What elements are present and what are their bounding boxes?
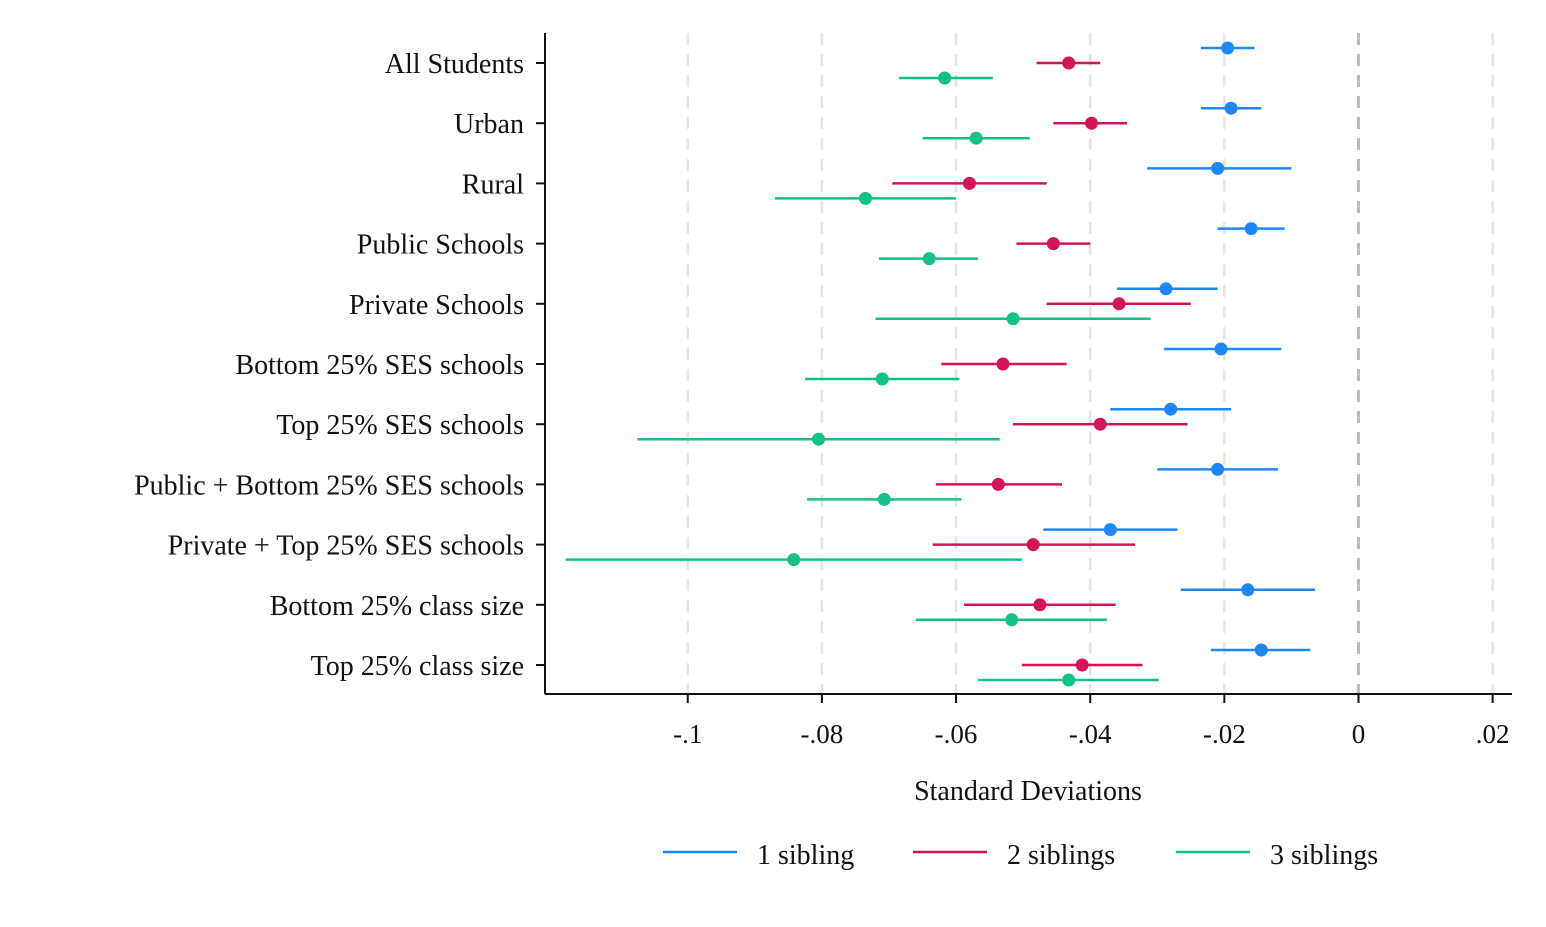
coefficient-point (1244, 222, 1258, 236)
coefficient-point (1006, 312, 1020, 326)
x-axis-title: Standard Deviations (914, 776, 1142, 807)
coefficient-point (1164, 402, 1178, 416)
coefficient-point (877, 492, 891, 506)
x-tick-label: .02 (1476, 719, 1510, 749)
coefficient-point (1241, 583, 1255, 597)
legend-label: 2 siblings (1007, 840, 1115, 871)
coefficient-point (1005, 613, 1019, 627)
coefficient-point (812, 432, 826, 446)
coefficient-point (1224, 101, 1238, 115)
coefficient-point (938, 71, 952, 85)
x-tick-label: 0 (1352, 719, 1366, 749)
coefficient-point (1046, 237, 1060, 251)
y-tick-label: Bottom 25% class size (270, 591, 524, 622)
coefficient-point (1062, 56, 1076, 70)
x-tick-label: -.1 (673, 719, 702, 749)
legend: 1 sibling 2 siblings 3 siblings (663, 840, 1378, 871)
coefficient-point (1103, 523, 1117, 537)
coefficient-point (1221, 41, 1235, 55)
coefficient-point (1085, 116, 1099, 130)
y-tick-label: All Students (385, 49, 524, 80)
legend-item: 2 siblings (913, 840, 1115, 871)
coefficient-point (1033, 598, 1047, 612)
coefficient-point (1093, 417, 1107, 431)
y-tick-label: Public + Bottom 25% SES schools (134, 470, 524, 501)
plot-marks (565, 41, 1315, 687)
coefficient-point (1026, 538, 1040, 552)
coefficient-point (1214, 342, 1228, 356)
y-tick-label: Urban (454, 109, 524, 140)
y-tick-label: Top 25% class size (311, 651, 524, 682)
y-tick-label: Top 25% SES schools (276, 410, 524, 441)
x-tick-label: -.08 (801, 719, 844, 749)
coefficient-point (875, 372, 889, 386)
y-tick-label: Rural (462, 169, 524, 200)
coefficient-point (1112, 297, 1126, 311)
axes (536, 33, 1512, 703)
coefficient-point (1062, 673, 1076, 687)
coefficient-point (1211, 462, 1225, 476)
y-tick-label: Private Schools (349, 290, 524, 321)
coefficient-point (1159, 282, 1173, 296)
x-tick-label: -.02 (1203, 719, 1246, 749)
coefficient-point (787, 553, 801, 567)
coefficient-point (1075, 658, 1089, 672)
x-tick-label: -.04 (1069, 719, 1112, 749)
coefficient-point (991, 477, 1005, 491)
legend-label: 3 siblings (1270, 840, 1378, 871)
coefficient-point (858, 191, 872, 205)
coefficient-point (969, 131, 983, 145)
legend-item: 3 siblings (1176, 840, 1378, 871)
coefficient-point (922, 252, 936, 266)
coefficient-point (1211, 161, 1225, 175)
coefficient-point (996, 357, 1010, 371)
gridlines (686, 33, 1494, 694)
x-tick-label: -.06 (935, 719, 978, 749)
y-tick-label: Bottom 25% SES schools (235, 350, 524, 381)
coefficient-point (962, 176, 976, 190)
y-tick-label: Private + Top 25% SES schools (168, 531, 524, 562)
coefficient-point (1254, 643, 1268, 657)
y-tick-label: Public Schools (357, 230, 524, 261)
legend-item: 1 sibling (663, 840, 854, 871)
legend-label: 1 sibling (757, 840, 854, 871)
axis-labels: -.1 -.08 -.06 -.04 -.02 0 .02 All Students Urban… (134, 49, 1509, 749)
